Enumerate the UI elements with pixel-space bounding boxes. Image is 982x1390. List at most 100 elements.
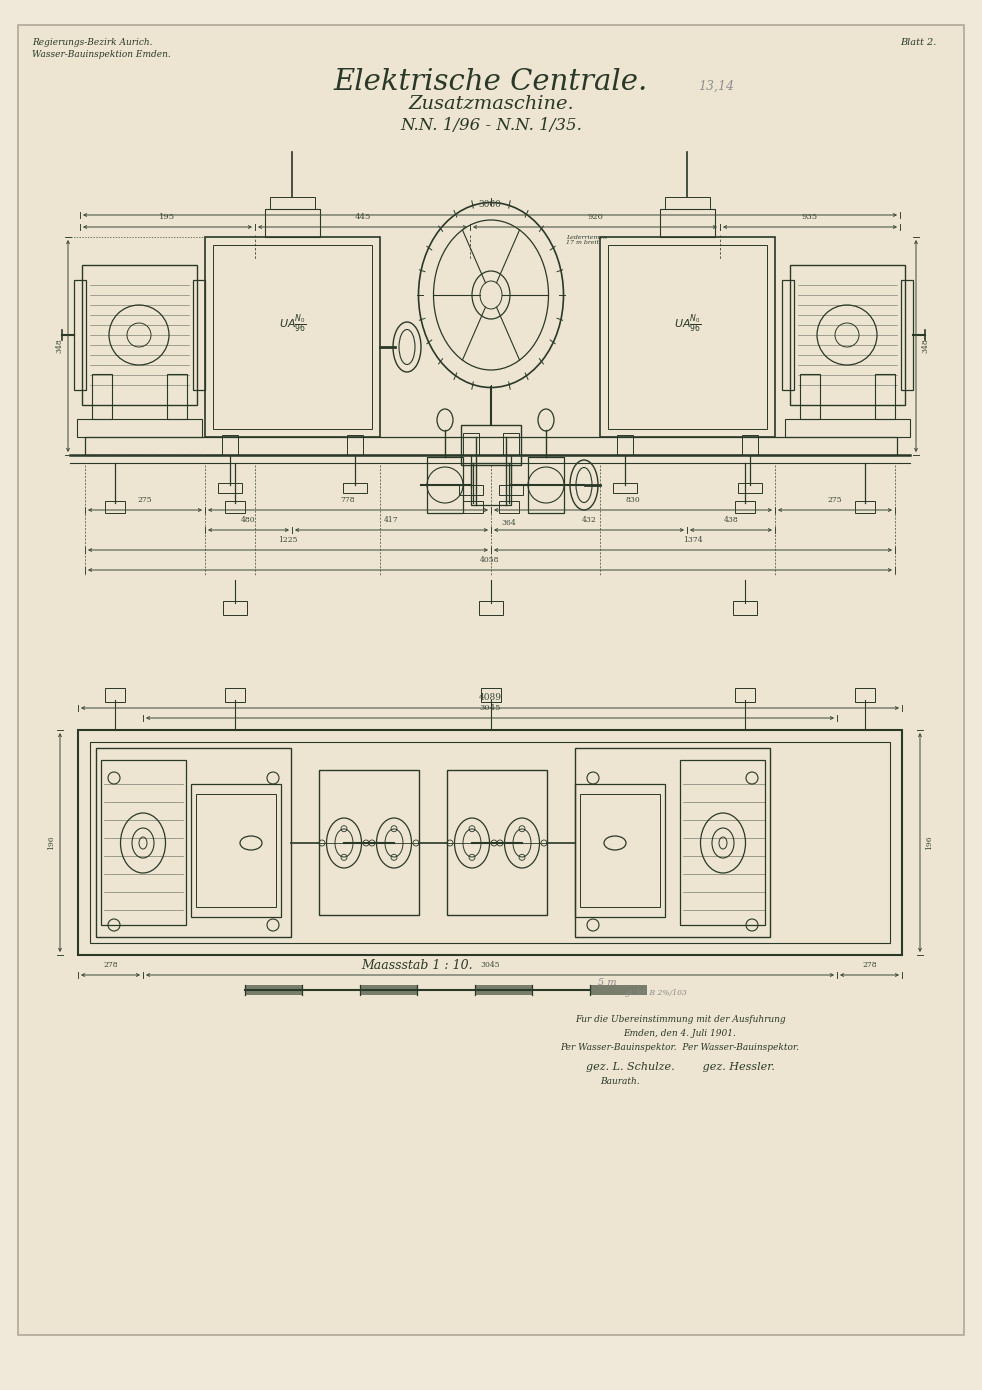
Bar xyxy=(782,279,794,391)
Bar xyxy=(223,600,247,614)
Bar xyxy=(77,418,202,436)
Bar xyxy=(479,600,503,614)
Bar xyxy=(319,770,419,915)
Text: 278: 278 xyxy=(862,960,877,969)
Text: N.N. 1/96 - N.N. 1/35.: N.N. 1/96 - N.N. 1/35. xyxy=(400,117,582,133)
Bar xyxy=(855,688,875,702)
Text: Wasser-Bauinspektion Emden.: Wasser-Bauinspektion Emden. xyxy=(32,50,171,58)
Text: 4089: 4089 xyxy=(478,694,502,702)
Bar xyxy=(191,784,281,917)
Bar xyxy=(499,500,519,513)
Text: 830: 830 xyxy=(626,496,640,505)
Bar xyxy=(193,279,205,391)
Text: 348: 348 xyxy=(55,339,63,353)
Bar xyxy=(360,986,417,995)
Bar xyxy=(270,197,315,208)
Text: gez. L. Schulze.        gez. Hessler.: gez. L. Schulze. gez. Hessler. xyxy=(585,1062,775,1072)
Text: Baurath.: Baurath. xyxy=(600,1077,640,1086)
Bar xyxy=(459,485,483,495)
Text: 196: 196 xyxy=(925,835,933,849)
Bar xyxy=(245,986,302,995)
Bar xyxy=(800,374,820,418)
Text: 445: 445 xyxy=(355,213,370,221)
Bar xyxy=(499,485,523,495)
Bar xyxy=(82,265,197,404)
Bar xyxy=(503,434,519,455)
Bar xyxy=(427,457,463,513)
Bar xyxy=(575,748,770,937)
Bar xyxy=(855,500,875,513)
Bar xyxy=(738,482,762,493)
Bar xyxy=(790,265,905,404)
Bar xyxy=(785,418,910,436)
Bar xyxy=(225,688,245,702)
Text: 364: 364 xyxy=(501,518,516,527)
Text: 1374: 1374 xyxy=(683,537,703,543)
Text: 4058: 4058 xyxy=(480,556,500,564)
Text: Zusatzmaschine.: Zusatzmaschine. xyxy=(409,95,573,113)
Bar xyxy=(875,374,895,418)
Bar xyxy=(481,688,501,702)
Text: 3060: 3060 xyxy=(478,200,502,208)
Bar xyxy=(600,238,775,436)
Text: Emden, den 4. Juli 1901.: Emden, den 4. Juli 1901. xyxy=(624,1029,736,1038)
Bar xyxy=(96,748,291,937)
Text: 778: 778 xyxy=(341,496,355,505)
Bar xyxy=(105,500,125,513)
Bar xyxy=(733,600,757,614)
Bar xyxy=(92,374,112,418)
Bar xyxy=(665,197,710,208)
Text: 438: 438 xyxy=(724,516,738,524)
Bar xyxy=(471,463,511,505)
Bar xyxy=(101,760,186,924)
Bar xyxy=(343,482,367,493)
Text: Fur die Ubereinstimmung mit der Ausfuhrung: Fur die Ubereinstimmung mit der Ausfuhru… xyxy=(574,1015,786,1024)
Text: 348: 348 xyxy=(921,339,929,353)
Text: 3045: 3045 xyxy=(480,960,500,969)
Text: 432: 432 xyxy=(581,516,596,524)
Bar xyxy=(617,435,633,455)
Bar xyxy=(218,482,242,493)
Bar xyxy=(463,434,479,455)
Bar xyxy=(85,436,897,455)
Text: Elektrische Centrale.: Elektrische Centrale. xyxy=(334,68,648,96)
Bar xyxy=(528,457,564,513)
Text: gl. br. B 2%/103: gl. br. B 2%/103 xyxy=(625,990,686,997)
Bar xyxy=(901,279,913,391)
Text: 13,14: 13,14 xyxy=(698,81,734,93)
Bar xyxy=(613,482,637,493)
Text: Per Wasser-Bauinspektor.  Per Wasser-Bauinspektor.: Per Wasser-Bauinspektor. Per Wasser-Baui… xyxy=(561,1042,799,1052)
Text: $UA \frac{N_0}{96}$: $UA \frac{N_0}{96}$ xyxy=(279,311,306,335)
Text: Blatt 2.: Blatt 2. xyxy=(900,38,937,47)
Bar xyxy=(265,208,320,238)
Text: Maassstab 1 : 10.: Maassstab 1 : 10. xyxy=(361,959,472,972)
Text: 417: 417 xyxy=(384,516,399,524)
Text: 1225: 1225 xyxy=(278,537,298,543)
Bar xyxy=(575,784,665,917)
Bar xyxy=(105,688,125,702)
Bar xyxy=(580,794,660,908)
Bar xyxy=(213,245,372,430)
Bar xyxy=(347,435,363,455)
Bar xyxy=(590,986,647,995)
Text: 278: 278 xyxy=(103,960,118,969)
Bar xyxy=(74,279,86,391)
Bar xyxy=(742,435,758,455)
Text: 480: 480 xyxy=(242,516,256,524)
Bar xyxy=(608,245,767,430)
Text: 5 m: 5 m xyxy=(598,979,617,987)
Bar xyxy=(167,374,187,418)
Text: 275: 275 xyxy=(828,496,843,505)
Bar xyxy=(78,730,902,955)
Text: Lederriemen
17 m breit: Lederriemen 17 m breit xyxy=(566,235,607,246)
Text: 935: 935 xyxy=(802,213,818,221)
Text: $UA \frac{N_0}{96}$: $UA \frac{N_0}{96}$ xyxy=(675,311,702,335)
Bar xyxy=(90,742,890,942)
Text: 275: 275 xyxy=(137,496,152,505)
Bar xyxy=(680,760,765,924)
Text: 3045: 3045 xyxy=(479,703,501,712)
Bar xyxy=(463,500,483,513)
Bar xyxy=(735,500,755,513)
Bar xyxy=(205,238,380,436)
Bar xyxy=(475,986,532,995)
